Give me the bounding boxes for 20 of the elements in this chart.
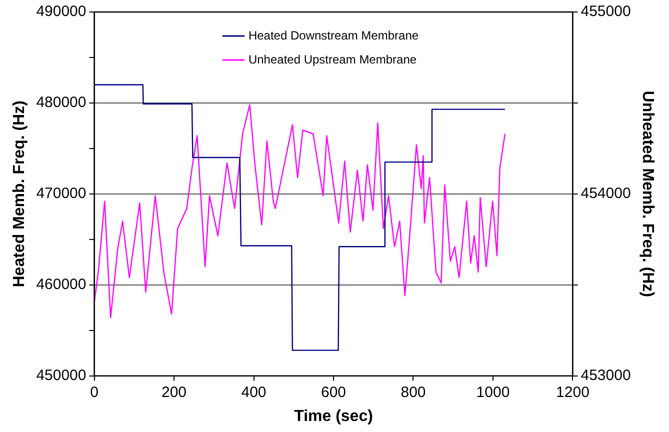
y-tick-label: 490000 — [36, 3, 86, 20]
x-tick-label: 800 — [400, 384, 426, 401]
y-tick-label: 460000 — [36, 276, 86, 293]
y2-tick-label: 454000 — [580, 185, 631, 202]
legend-label: Heated Downstream Membrane — [248, 28, 419, 42]
x-axis-title: Time (sec) — [294, 408, 373, 425]
y-axis-title: Heated Memb. Freq. (Hz) — [11, 100, 28, 288]
y2-tick-label: 453000 — [580, 366, 631, 384]
x-tick-label: 1000 — [476, 384, 510, 401]
y-tick-label: 470000 — [36, 185, 86, 202]
y-tick-label: 480000 — [36, 94, 86, 112]
legend-label: Unheated Upstream Membrane — [248, 52, 417, 66]
y-tick-label: 450000 — [36, 366, 86, 384]
y2-axis-title: Unheated Memb. Freq. (Hz) — [638, 90, 656, 298]
x-tick-label: 1200 — [556, 384, 590, 401]
x-tick-label: 0 — [90, 384, 98, 401]
x-tick-label: 200 — [161, 384, 187, 401]
x-tick-label: 400 — [241, 384, 266, 401]
y2-tick-label: 455000 — [580, 3, 631, 20]
x-tick-label: 600 — [320, 384, 346, 401]
